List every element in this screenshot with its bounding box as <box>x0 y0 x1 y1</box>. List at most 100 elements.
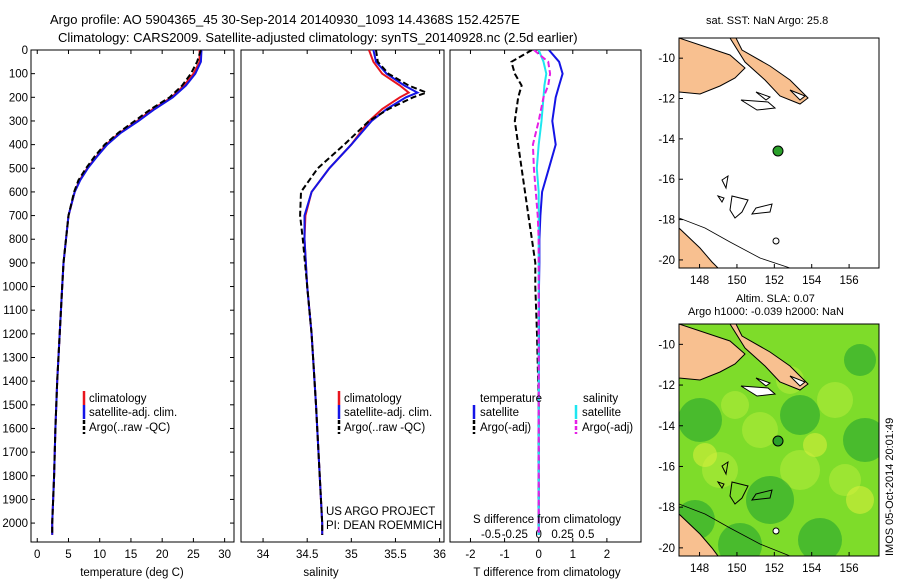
depth-tick-label: 1200 <box>2 329 28 341</box>
s-difference-label: S difference from climatology <box>473 514 621 526</box>
sst-map: sat. SST: NaN Argo: 25.8 148 150 152 154 156… <box>658 15 880 287</box>
depth-tick-label: 1000 <box>2 282 28 294</box>
map-x-tick-label: 156 <box>839 275 858 287</box>
reef-outlines <box>716 174 773 219</box>
depth-tick-label: 200 <box>9 92 28 104</box>
australia-landmass <box>679 513 719 556</box>
x-tick-label: 0 <box>34 549 40 561</box>
difference-legend: temperature salinity satellite Argo(-adj… <box>472 393 633 434</box>
sla-anomaly-cell <box>721 391 749 419</box>
salinity-lines <box>299 50 430 535</box>
x-tick-label: 1 <box>570 549 576 561</box>
map-x-tick-label: 150 <box>727 275 746 287</box>
legend-label-argo: Argo(..raw -QC) <box>344 422 425 434</box>
sla-anomaly-cell <box>742 412 778 448</box>
depth-tick-label: 1500 <box>2 400 28 412</box>
temperature-axes-frame <box>30 49 235 543</box>
x-tick-label: 36 <box>433 549 446 561</box>
sla-anomaly-cell <box>803 433 827 457</box>
depth-tick-label: 700 <box>9 211 28 223</box>
legend-label-s-satellite: satellite <box>582 407 621 419</box>
legend-label-climatology: climatology <box>344 393 402 405</box>
difference-x-ticks: -2 -1 0 1 2 <box>465 50 610 561</box>
sla-anomaly-cell <box>780 450 820 490</box>
s-tick-label: 0.25 <box>551 529 573 541</box>
map-x-tick-label: 148 <box>690 563 709 575</box>
series-line-satellite-adj-clim <box>303 50 420 535</box>
legend-label-climatology: climatology <box>89 393 147 405</box>
depth-tick-label: 1700 <box>2 447 28 459</box>
map-y-tick-label: -10 <box>658 339 675 351</box>
legend-header-temperature: temperature <box>480 393 542 405</box>
x-tick-label: 15 <box>125 549 138 561</box>
x-tick-label: 10 <box>93 549 106 561</box>
argo-position-marker <box>772 145 784 157</box>
difference-s-ticks: -0.5 -0.25 0 0.25 0.5 <box>481 529 594 541</box>
series-line-temperature-argo-adj <box>510 50 540 535</box>
map-y-tick-label: -18 <box>658 215 675 227</box>
sst-map-frame <box>678 37 880 269</box>
footer-credit: IMOS 05-Oct-2014 20:01:49 <box>884 418 896 556</box>
title-line-2: Climatology: CARS2009. Satellite-adjuste… <box>58 30 578 45</box>
depth-tick-label: 2000 <box>2 518 28 530</box>
s-tick-label: -0.25 <box>502 529 528 541</box>
sla-anomaly-cell <box>693 443 717 467</box>
secondary-position-marker <box>772 527 780 535</box>
legend-label-satellite: satellite-adj. clim. <box>89 407 177 419</box>
temperature-lines <box>51 50 203 535</box>
difference-axes-frame <box>449 49 642 543</box>
legend-label-s-argo: Argo(-adj) <box>582 422 633 434</box>
salinity-legend: climatology satellite-adj. clim. Argo(..… <box>337 391 432 434</box>
x-tick-label: 35 <box>345 549 358 561</box>
title-line-1: Argo profile: AO 5904365_45 30-Sep-2014 … <box>50 12 520 27</box>
argo-position-marker <box>772 435 784 447</box>
map-y-tick-label: -18 <box>658 502 675 514</box>
depth-tick-label: 500 <box>9 163 28 175</box>
x-tick-label: 30 <box>218 549 231 561</box>
png-landmass <box>679 324 809 391</box>
x-tick-label: 34.5 <box>296 549 318 561</box>
salinity-x-ticks: 34 34.5 35 35.5 36 <box>257 50 446 561</box>
depth-tick-label: 1100 <box>3 305 28 317</box>
depth-tick-label: 0 <box>22 45 28 57</box>
map-y-tick-label: -16 <box>658 174 675 186</box>
series-line-argo-raw-qc <box>299 50 430 535</box>
depth-tick-label: 400 <box>9 140 28 152</box>
series-line-argo-raw-qc <box>51 50 202 535</box>
sla-anomaly-cell <box>817 382 853 418</box>
depth-tick-label: 1600 <box>2 423 28 435</box>
map-y-tick-label: -14 <box>658 421 675 433</box>
project-annotation: US ARGO PROJECT <box>326 506 435 518</box>
sla-map-frame <box>678 323 880 557</box>
map-y-tick-label: -14 <box>658 134 675 146</box>
x-tick-label: 5 <box>65 549 71 561</box>
sla-map-ticks: 148 150 152 154 156 -10 -12 -14 -16 -18 -20 <box>658 339 858 575</box>
x-tick-label: -1 <box>499 549 509 561</box>
sla-map-title-1: Altim. SLA: 0.07 <box>736 293 815 305</box>
temperature-x-ticks: 0 5 10 15 20 25 30 <box>34 50 231 561</box>
s-tick-label: 0.5 <box>578 529 594 541</box>
legend-label-argo: Argo(..raw -QC) <box>89 422 170 434</box>
sst-map-title: sat. SST: NaN Argo: 25.8 <box>706 15 828 27</box>
sla-anomaly-cell <box>798 518 842 556</box>
sla-map-title-2: Argo h1000: -0.039 h2000: NaN <box>688 306 844 318</box>
sla-anomaly-cell <box>843 418 879 462</box>
x-tick-label: -2 <box>465 549 475 561</box>
depth-tick-label: 1400 <box>2 376 28 388</box>
depth-tick-label: 300 <box>9 116 28 128</box>
depth-tick-label: 900 <box>9 258 28 270</box>
sla-anomaly-cell <box>780 395 820 435</box>
map-x-tick-label: 148 <box>690 275 709 287</box>
x-tick-label: 2 <box>604 549 610 561</box>
map-y-tick-label: -20 <box>658 255 675 267</box>
salinity-panel: 34 34.5 35 35.5 36 salinity climatology sate… <box>240 49 446 579</box>
temperature-xlabel: temperature (deg C) <box>80 567 184 579</box>
map-x-tick-label: 156 <box>839 563 858 575</box>
pi-annotation: PI: DEAN ROEMMICH <box>326 520 442 532</box>
series-line-satellite-adj-clim <box>51 50 203 535</box>
legend-label-satellite: satellite-adj. clim. <box>344 407 432 419</box>
x-tick-label: 35.5 <box>384 549 406 561</box>
salinity-xlabel: salinity <box>303 567 338 579</box>
island-coastline <box>740 375 806 397</box>
